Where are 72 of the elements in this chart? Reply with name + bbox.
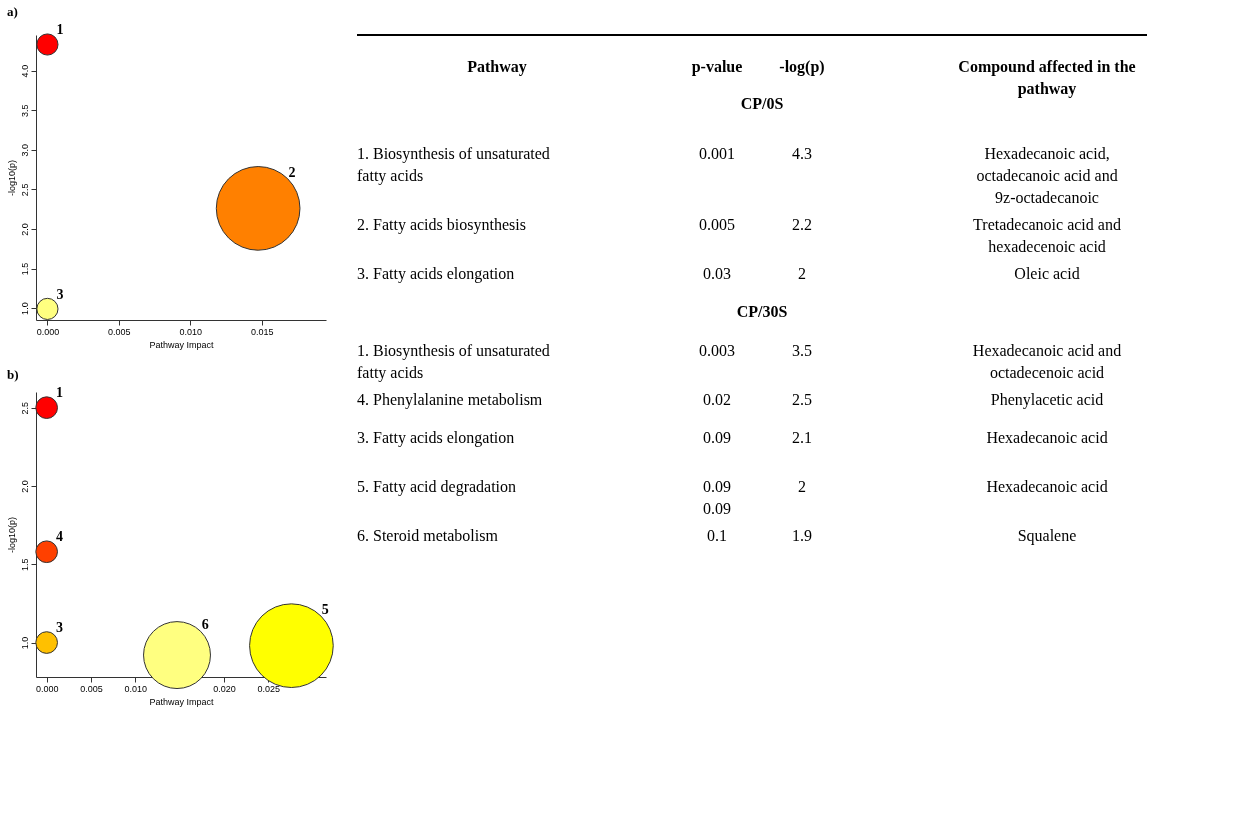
text: 3. Fatty acids elongation [357,429,515,446]
annotation: 1 [55,385,63,401]
x-tick-label: 0.020 [213,683,236,694]
text: Phenylacetic acid [990,391,1104,408]
y-axis-title: -log10(p) [6,516,17,554]
text: Hexadecanoic acid and octadecenoic acid [972,342,1122,381]
y-tick-label: 1.5 [19,262,30,276]
y-tick-label: 2.5 [19,401,30,415]
text: 1. Biosynthesis of unsaturated fatty acids [357,342,550,381]
text: Hexadecanoic acid, octadecanoic acid and 9z-octadecanoic [976,145,1118,206]
y-tick-label: 3.5 [19,104,30,117]
annotation: 6 [201,617,209,633]
x-axis-title: Pathway Impact [149,339,215,350]
text: 2.1 [792,429,812,446]
x-tick-label: 0.010 [179,326,203,337]
text: 2.5 [792,391,812,408]
text: Hexadecanoic acid [986,429,1108,446]
category-label: -log(p) [779,58,825,76]
category-label: p-value [691,58,743,76]
text: 1. Biosynthesis of unsaturated fatty acids [357,145,550,184]
text: 0.09 0.09 [703,478,731,517]
y-tick-label: 4.0 [19,64,30,78]
text: 5. Fatty acid degradation [357,478,517,495]
x-axis-title: Pathway Impact [149,696,215,707]
chart-title: a) [7,4,18,20]
annotation: 3 [55,620,63,636]
text: Oleic acid [1014,265,1080,282]
category-label: Compound affected in the pathway [958,58,1136,98]
text: 0.02 [703,391,731,408]
text: 0.1 [707,527,727,544]
text: 3.5 [792,342,812,359]
text: 2 [798,265,806,282]
text: 0.03 [703,265,731,282]
text: Squalene [1017,527,1077,544]
text: Hexadecanoic acid [986,478,1108,495]
annotation: 5 [321,602,329,618]
x-tick-label: 0.000 [35,683,59,694]
x-tick-label: 0.005 [108,326,131,337]
text: 0.09 [703,429,731,446]
y-tick-label: 2.0 [19,223,30,236]
y-tick-label: 2.0 [19,480,30,493]
y-tick-label: 2.5 [19,183,30,197]
y-tick-label: 3.0 [19,144,30,157]
text: 3. Fatty acids elongation [357,265,515,282]
text: 0.003 [699,342,735,359]
annotation: 3 [56,286,64,302]
annotation: 1 [56,22,64,38]
annotation: 4 [55,529,63,545]
chart-title: b) [7,367,19,383]
y-tick-label: 1.5 [19,558,30,572]
text: 4.3 [792,145,812,162]
x-tick-label: 0.015 [250,326,274,337]
y-tick-label: 1.0 [19,636,30,650]
annotation: 2 [288,165,296,181]
text: 0.005 [699,216,735,233]
y-tick-label: 1.0 [19,302,30,315]
text: CP/30S [736,303,788,320]
text: 2 [798,478,806,495]
text: CP/0S [740,95,784,112]
category-label: Pathway [467,58,527,76]
x-tick-label: 0.025 [257,683,281,694]
text: 2.2 [792,216,812,233]
x-tick-label: 0.010 [124,683,148,694]
x-tick-label: 0.005 [80,683,103,694]
x-tick-label: 0.000 [36,326,60,337]
text: 4. Phenylalanine metabolism [357,391,543,408]
text: Tretadecanoic acid and hexadecenoic acid [973,216,1121,255]
text: 0.001 [699,145,735,162]
text: 2. Fatty acids biosynthesis [357,216,526,233]
y-axis-title: -log10(p) [6,159,17,197]
text: 6. Steroid metabolism [357,527,498,544]
text: 1.9 [792,527,812,544]
